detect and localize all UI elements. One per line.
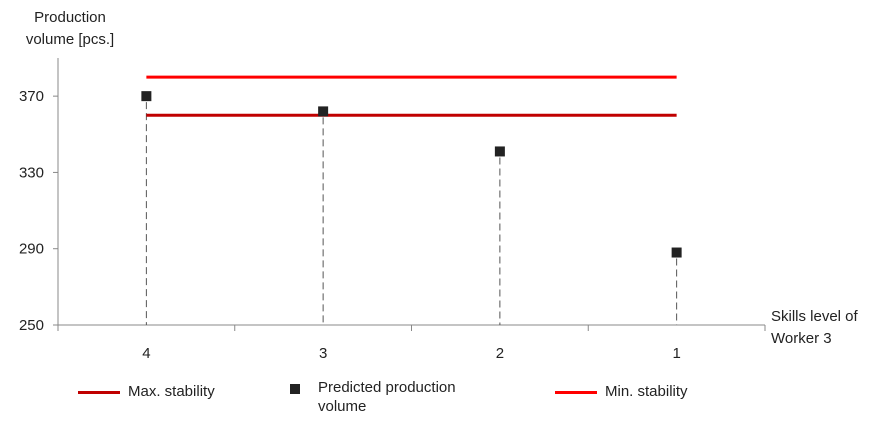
data-point xyxy=(671,247,682,258)
y-tick-label: 370 xyxy=(19,88,44,105)
x-axis-title-line: Worker 3 xyxy=(771,330,832,347)
legend-label-predicted: Predicted production volume xyxy=(318,378,456,416)
x-axis-title: Skills level of Worker 3 xyxy=(771,308,859,347)
legend-item-predicted: Predicted production volume xyxy=(290,378,456,416)
x-axis-title-line: Skills level of xyxy=(771,308,859,325)
legend-label-predicted-line1: Predicted production xyxy=(318,379,456,396)
y-axis-title-line: volume [pcs.] xyxy=(26,31,114,48)
max-stability-swatch xyxy=(78,391,120,394)
x-tick-labels: 4 3 2 1 xyxy=(142,345,681,362)
y-tick-label: 250 xyxy=(19,317,44,334)
x-tick-label: 3 xyxy=(319,345,327,362)
drop-lines xyxy=(145,102,678,325)
data-point xyxy=(494,146,505,157)
legend-label-max-stability: Max. stability xyxy=(128,383,215,400)
axes xyxy=(53,58,766,331)
x-tick-label: 1 xyxy=(672,345,680,362)
y-tick-labels: 250 290 330 370 xyxy=(19,88,44,334)
legend-label-min-stability: Min. stability xyxy=(605,383,688,400)
legend: Max. stability Predicted production volu… xyxy=(0,378,875,423)
min-stability-swatch xyxy=(555,391,597,394)
y-axis-title: Production volume [pcs.] xyxy=(26,9,114,48)
chart: Production volume [pcs.] Skills level of W… xyxy=(19,9,859,362)
stability-lines xyxy=(146,75,677,117)
legend-item-min-stability: Min. stability xyxy=(555,382,688,401)
y-tick-label: 290 xyxy=(19,241,44,258)
data-points xyxy=(141,91,682,258)
y-axis-title-line: Production xyxy=(34,9,106,26)
x-tick-label: 4 xyxy=(142,345,150,362)
data-point xyxy=(318,106,329,117)
y-tick-label: 330 xyxy=(19,164,44,181)
legend-item-max-stability: Max. stability xyxy=(78,382,215,401)
legend-label-predicted-line2: volume xyxy=(318,398,367,415)
data-point xyxy=(141,91,152,102)
x-tick-label: 2 xyxy=(496,345,504,362)
predicted-swatch xyxy=(290,384,300,394)
